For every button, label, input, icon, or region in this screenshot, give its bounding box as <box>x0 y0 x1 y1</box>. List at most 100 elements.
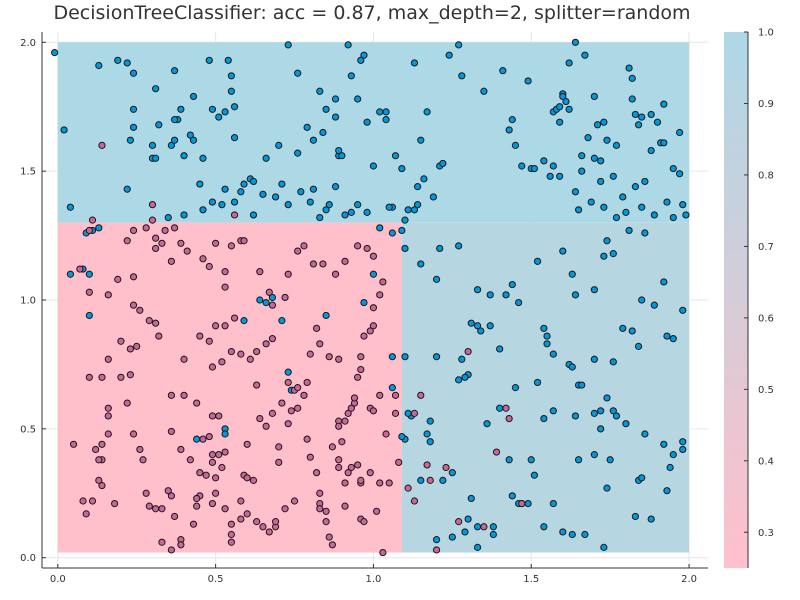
point-pink <box>271 518 280 526</box>
x-tick-label: 1.5 <box>523 574 539 585</box>
point-pink <box>316 505 324 513</box>
point-blue <box>473 523 482 531</box>
point-blue <box>556 118 564 126</box>
point-pink <box>328 541 336 549</box>
point-blue <box>625 226 633 235</box>
point-pink <box>126 371 134 379</box>
point-blue <box>473 286 482 294</box>
point-pink <box>376 391 384 399</box>
point-blue <box>574 206 583 214</box>
point-blue <box>66 203 75 211</box>
point-blue <box>401 216 409 224</box>
point-blue <box>628 95 636 103</box>
point-blue <box>543 340 551 348</box>
point-blue <box>556 172 564 180</box>
point-blue <box>85 270 93 278</box>
point-blue <box>268 293 277 302</box>
point-pink <box>410 497 419 505</box>
point-pink <box>265 528 273 536</box>
point-blue <box>590 154 598 162</box>
point-blue <box>609 407 617 415</box>
point-blue <box>530 471 538 479</box>
point-blue <box>360 298 368 307</box>
point-pink <box>268 335 277 343</box>
point-blue <box>404 206 412 214</box>
point-pink <box>69 440 78 448</box>
point-pink <box>256 414 264 423</box>
point-blue <box>170 116 179 124</box>
point-blue <box>641 430 649 438</box>
point-blue <box>60 126 68 134</box>
point-blue <box>679 201 687 209</box>
point-pink <box>145 502 153 510</box>
point-pink <box>303 435 311 443</box>
point-blue <box>571 412 580 420</box>
point-blue <box>388 353 396 361</box>
point-blue <box>565 59 573 67</box>
point-blue <box>540 523 548 531</box>
point-blue <box>505 126 513 134</box>
point-pink <box>253 518 261 526</box>
point-blue <box>641 229 649 237</box>
colorbar-tick-label: 0.7 <box>758 242 774 253</box>
point-blue <box>331 183 340 191</box>
point-blue <box>600 203 608 211</box>
point-pink <box>139 456 147 464</box>
point-blue <box>508 280 516 289</box>
point-blue <box>316 213 324 222</box>
point-pink <box>221 322 229 330</box>
point-blue <box>271 193 280 201</box>
point-pink <box>129 430 138 438</box>
point-blue <box>455 376 463 384</box>
point-blue <box>571 291 580 299</box>
point-pink <box>227 520 235 528</box>
point-pink <box>303 378 311 387</box>
point-pink <box>208 499 217 508</box>
point-blue <box>679 438 687 446</box>
point-blue <box>230 198 239 206</box>
point-pink <box>306 350 314 358</box>
x-tick-label: 1.0 <box>365 574 381 585</box>
point-blue <box>363 118 371 126</box>
point-pink <box>376 479 384 487</box>
point-blue <box>679 306 687 314</box>
point-blue <box>152 154 160 162</box>
point-pink <box>95 476 103 484</box>
point-pink <box>306 453 314 461</box>
point-pink <box>98 481 106 490</box>
point-pink <box>313 324 321 332</box>
point-pink <box>331 270 340 278</box>
point-blue <box>196 180 204 188</box>
point-pink <box>95 456 103 464</box>
point-blue <box>278 317 286 325</box>
point-pink <box>369 322 378 330</box>
point-pink <box>341 502 349 510</box>
point-blue <box>404 409 412 417</box>
point-blue <box>193 435 201 443</box>
point-pink <box>243 474 251 482</box>
point-pink <box>363 244 371 253</box>
point-blue <box>284 368 292 376</box>
point-pink <box>357 365 365 374</box>
point-pink <box>177 541 185 549</box>
point-blue <box>170 136 179 144</box>
plot-axes: 0.0 0.5 1.0 1.5 2.0 0.0 0.5 1.0 1.5 2.0 <box>20 32 708 585</box>
point-pink <box>230 314 239 322</box>
point-pink <box>196 469 204 477</box>
point-blue <box>524 499 532 508</box>
point-pink <box>205 337 213 345</box>
point-blue <box>303 123 311 131</box>
point-pink <box>309 260 318 268</box>
point-pink <box>372 507 381 515</box>
point-pink <box>385 479 393 487</box>
point-pink <box>114 275 122 283</box>
point-blue <box>186 131 194 139</box>
point-blue <box>391 152 400 160</box>
point-pink <box>167 492 176 500</box>
point-pink <box>354 373 362 381</box>
point-blue <box>129 105 138 113</box>
point-pink <box>442 463 450 472</box>
point-blue <box>631 183 640 191</box>
point-blue <box>221 430 229 438</box>
point-pink <box>322 518 330 526</box>
